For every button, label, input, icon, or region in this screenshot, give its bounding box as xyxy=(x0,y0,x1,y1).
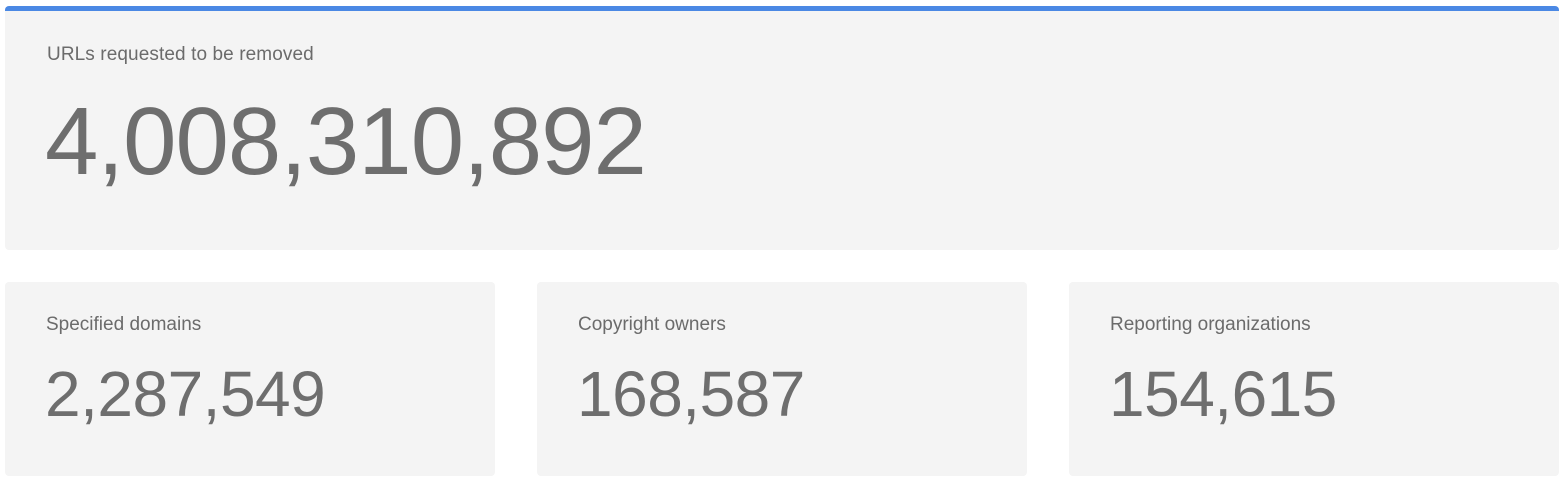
reporting-organizations-card: Reporting organizations 154,615 xyxy=(1069,282,1559,476)
accent-bar xyxy=(5,6,1559,11)
urls-removed-value: 4,008,310,892 xyxy=(45,88,647,195)
reporting-organizations-value: 154,615 xyxy=(1109,358,1337,430)
specified-domains-value: 2,287,549 xyxy=(45,358,326,430)
copyright-owners-label: Copyright owners xyxy=(578,314,726,335)
urls-removed-label: URLs requested to be removed xyxy=(47,44,314,65)
specified-domains-label: Specified domains xyxy=(46,314,202,335)
copyright-owners-card: Copyright owners 168,587 xyxy=(537,282,1027,476)
specified-domains-card: Specified domains 2,287,549 xyxy=(5,282,495,476)
urls-removed-card: URLs requested to be removed 4,008,310,8… xyxy=(5,6,1559,250)
copyright-owners-value: 168,587 xyxy=(577,358,805,430)
reporting-organizations-label: Reporting organizations xyxy=(1110,314,1311,335)
